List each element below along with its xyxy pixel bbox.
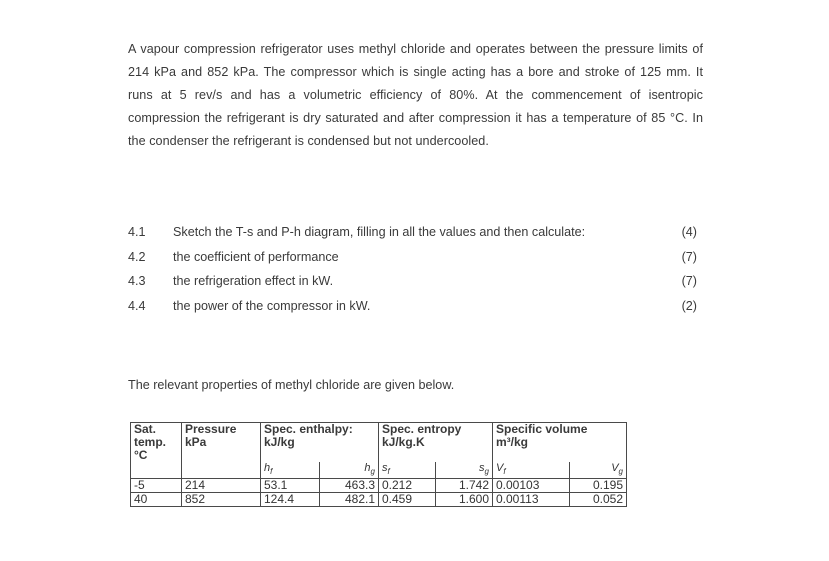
symbol-row: hf hg sf sg Vf Vg — [130, 462, 627, 479]
question-number: 4.1 — [128, 225, 146, 239]
table-intro: The relevant properties of methyl chlori… — [128, 378, 455, 392]
cell-pressure: 852 — [181, 492, 261, 508]
question-number: 4.3 — [128, 274, 146, 288]
symbol-hg: hg — [319, 462, 379, 479]
question-marks: (7) — [681, 274, 697, 288]
header-sat-temp: Sat. temp. °C — [130, 422, 182, 462]
cell-pressure: 214 — [181, 478, 261, 493]
cell-sf: 0.212 — [378, 478, 436, 493]
question-number: 4.4 — [128, 298, 146, 313]
question-text: the coefficient of performance — [173, 249, 339, 264]
symbol-sf: sf — [378, 462, 436, 479]
question-marks: (4) — [681, 225, 697, 239]
question-item: 4.3 the refrigeration effect in kW. (7) — [128, 272, 703, 297]
question-number: 4.2 — [128, 249, 146, 264]
symbol-vf: Vf — [492, 462, 570, 479]
table-row: 40 852 124.4 482.1 0.459 1.600 0.00113 0… — [130, 492, 627, 508]
question-item: 4.4 the power of the compressor in kW. (… — [128, 297, 703, 322]
cell-hf: 124.4 — [260, 492, 320, 508]
question-list: 4.1 Sketch the T-s and P-h diagram, fill… — [128, 223, 703, 321]
question-item: 4.2 the coefficient of performance (7) — [128, 248, 703, 273]
question-text: Sketch the T-s and P-h diagram, filling … — [173, 225, 586, 239]
question-marks: (7) — [681, 249, 697, 264]
cell-sg: 1.742 — [435, 478, 493, 493]
cell-vg: 0.052 — [569, 492, 627, 508]
cell-temp: 40 — [130, 492, 182, 508]
problem-statement: A vapour compression refrigerator uses m… — [128, 42, 703, 148]
cell-sg: 1.600 — [435, 492, 493, 508]
question-text: the refrigeration effect in kW. — [173, 274, 334, 288]
question-text: the power of the compressor in kW. — [173, 298, 371, 313]
cell-hg: 482.1 — [319, 492, 379, 508]
symbol-hf: hf — [260, 462, 320, 479]
cell-sf: 0.459 — [378, 492, 436, 508]
cell-temp: -5 — [130, 478, 182, 493]
cell-hg: 463.3 — [319, 478, 379, 493]
question-marks: (2) — [681, 298, 697, 313]
cell-vf: 0.00113 — [492, 492, 570, 508]
question-item: 4.1 Sketch the T-s and P-h diagram, fill… — [128, 223, 703, 248]
header-pressure: Pressure kPa — [181, 422, 261, 462]
symbol-sg: sg — [435, 462, 493, 479]
cell-hf: 53.1 — [260, 478, 320, 493]
properties-table: Sat. temp. °C Pressure kPa Spec. enthalp… — [130, 422, 627, 508]
table-row: -5 214 53.1 463.3 0.212 1.742 0.00103 0.… — [130, 478, 627, 493]
cell-vg: 0.195 — [569, 478, 627, 493]
table-header-row: Sat. temp. °C Pressure kPa Spec. enthalp… — [130, 422, 627, 462]
header-entropy: Spec. entropy kJ/kg.K — [378, 422, 493, 462]
symbol-vg: Vg — [569, 462, 627, 479]
header-enthalpy: Spec. enthalpy: kJ/kg — [260, 422, 379, 462]
cell-vf: 0.00103 — [492, 478, 570, 493]
header-volume: Specific volume m³/kg — [492, 422, 627, 462]
